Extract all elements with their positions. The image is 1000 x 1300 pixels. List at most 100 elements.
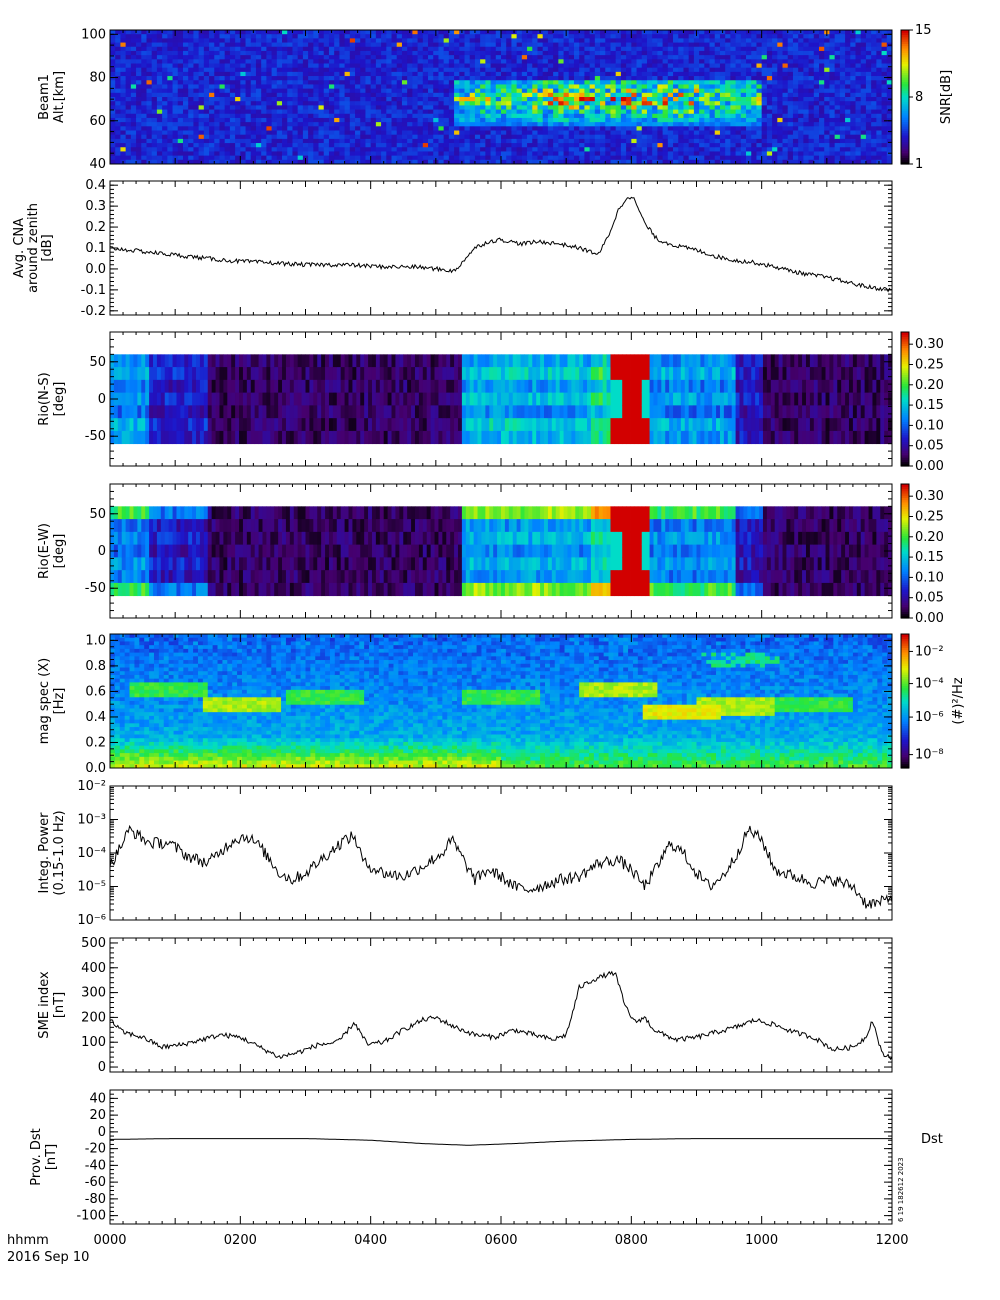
beam1-cell	[417, 130, 424, 136]
beam1-cell	[573, 130, 580, 136]
beam1-cell	[162, 46, 168, 52]
beam1-cell	[688, 147, 695, 152]
beam1-cell	[177, 109, 184, 115]
beam1-cell	[688, 105, 695, 110]
beam1-cell	[553, 88, 559, 94]
beam1-cell	[282, 84, 288, 90]
beam1-cell	[422, 67, 429, 73]
beam1-cell	[735, 122, 742, 127]
beam1-cell	[699, 130, 705, 136]
beam1-cell	[568, 84, 575, 90]
beam1-cell	[511, 92, 518, 98]
beam1-cell	[730, 143, 736, 148]
beam1-cell	[308, 88, 314, 94]
beam1-cell	[501, 155, 507, 161]
beam1-cell	[547, 84, 554, 90]
beam1-cell	[162, 63, 168, 69]
beam1-cell	[459, 71, 465, 77]
beam1-cell	[782, 76, 789, 81]
beam1-cell	[537, 92, 544, 98]
beam1-cell	[428, 34, 434, 39]
beam1-cell	[886, 59, 892, 64]
beam1-cell	[464, 122, 471, 127]
beam1-cell	[188, 63, 194, 69]
beam1-cell	[865, 76, 872, 81]
beam1-cell	[542, 46, 549, 52]
beam1-cell	[725, 109, 731, 115]
beam1-cell	[391, 101, 398, 106]
beam1-cell	[276, 76, 283, 81]
beam1-cell	[245, 101, 252, 106]
beam1-cell	[323, 159, 330, 164]
beam1-cell	[209, 67, 215, 73]
beam1-cell	[803, 134, 809, 140]
beam1-cell	[266, 138, 273, 144]
beam1-cell	[365, 117, 372, 123]
beam1-cell	[407, 84, 413, 90]
beam1-cell	[110, 30, 116, 35]
beam1-cell	[177, 71, 184, 77]
beam1-cell	[547, 80, 554, 85]
beam1-cell	[177, 147, 184, 152]
beam1-cell	[302, 84, 309, 90]
beam1-cell	[428, 105, 434, 110]
beam1-cell	[714, 59, 721, 64]
beam1-cell	[297, 50, 304, 56]
beam1-cell	[219, 30, 226, 35]
beam1-cell	[516, 105, 523, 110]
beam1-cell	[292, 59, 299, 64]
beam1-cell	[719, 71, 726, 77]
beam1-ytick-label: 100	[81, 27, 106, 42]
beam1-cell	[714, 147, 721, 152]
beam1-cell	[704, 147, 710, 152]
beam1-cell	[537, 46, 544, 52]
beam1-cell	[735, 67, 742, 73]
beam1-cell	[334, 67, 340, 73]
beam1-cell	[568, 34, 575, 39]
beam1-cell	[162, 76, 168, 81]
beam1-cell	[255, 126, 262, 131]
beam1-cell	[683, 84, 690, 90]
beam1-cell	[386, 42, 392, 48]
beam1-cell	[819, 59, 825, 64]
beam1-cell	[573, 105, 580, 110]
beam1-cell	[657, 101, 664, 106]
beam1-cell	[443, 155, 450, 161]
beam1-cell	[151, 76, 158, 81]
beam1-cell	[266, 97, 273, 102]
beam1-cell	[235, 134, 241, 140]
beam1-cell	[266, 105, 273, 110]
beam1-cell	[177, 138, 184, 144]
beam1-cell	[417, 101, 424, 106]
beam1-cell	[240, 97, 246, 102]
beam1-cell	[136, 71, 142, 77]
beam1-cell	[334, 76, 340, 81]
beam1-cell	[615, 42, 622, 48]
beam1-cell	[886, 151, 892, 157]
beam1-cell	[428, 151, 434, 157]
beam1-cell	[568, 155, 575, 161]
beam1-cell	[349, 155, 356, 161]
beam1-cell	[203, 130, 210, 136]
beam1-cell	[125, 30, 132, 35]
beam1-cell	[657, 55, 664, 60]
beam1-cell	[501, 105, 507, 110]
beam1-cell	[480, 38, 486, 43]
beam1-cell	[422, 109, 429, 115]
beam1-cell	[699, 159, 705, 164]
beam1-cell	[151, 151, 158, 157]
beam1-cell	[834, 105, 841, 110]
beam1-cell	[287, 84, 293, 90]
beam1-cell	[454, 138, 460, 144]
beam1-cell	[746, 50, 752, 56]
beam1-cell	[276, 101, 283, 106]
beam1-cell	[177, 159, 184, 164]
beam1-cell	[610, 71, 617, 77]
beam1-cell	[480, 122, 486, 127]
beam1-cell	[506, 50, 512, 56]
beam1-cell	[480, 80, 486, 85]
beam1-cell	[532, 84, 538, 90]
beam1-cell	[850, 88, 856, 94]
beam1-cell	[584, 101, 591, 106]
beam1-cell	[401, 71, 408, 77]
